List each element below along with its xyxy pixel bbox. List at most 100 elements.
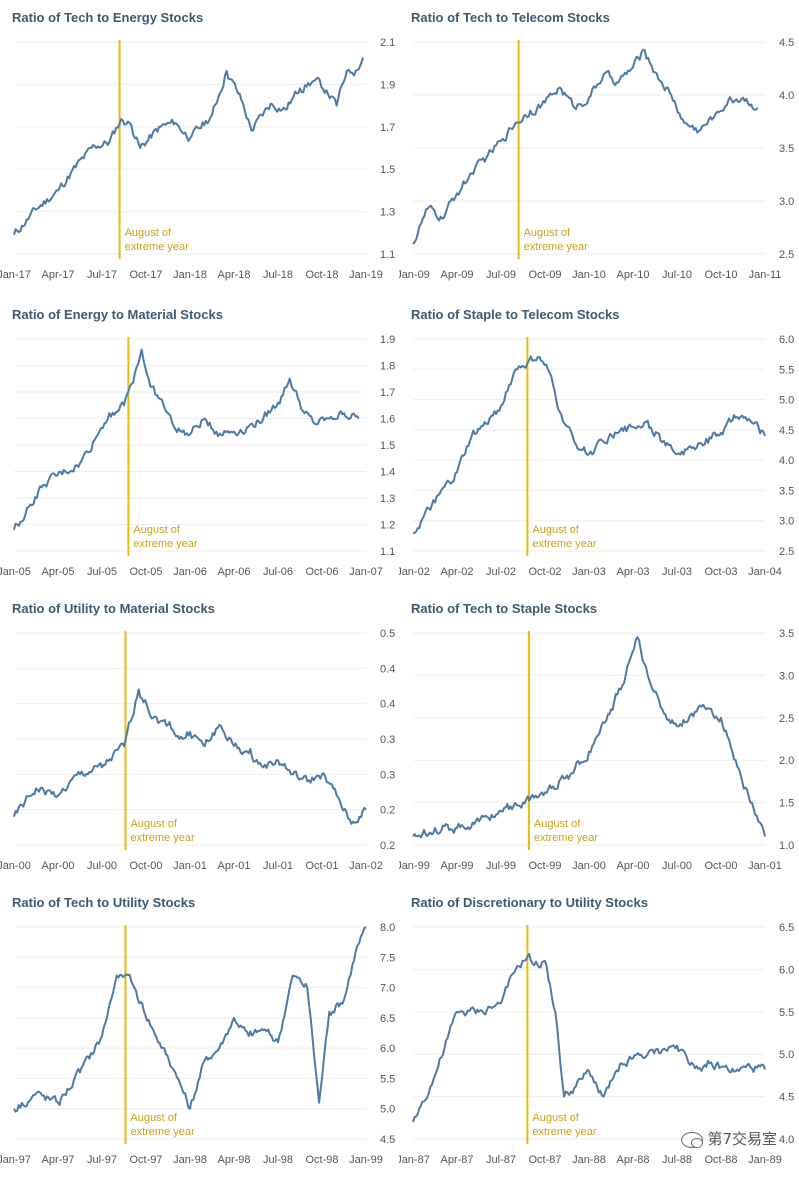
x-tick-label: Apr-18 xyxy=(217,269,250,281)
y-tick-label: 4.0 xyxy=(779,90,794,102)
series-line xyxy=(13,348,360,531)
y-tick-label: 7.5 xyxy=(380,952,395,964)
x-tick-label: Apr-87 xyxy=(440,1154,473,1166)
x-tick-label: Oct-01 xyxy=(305,860,338,872)
line-chart-staple-telecom: 2.5 3.0 3.5 4.0 4.5 5.0 5.5 6.0 Jan-02 Apr-02 Jul-… xyxy=(399,334,794,578)
y-tick-label: 4.0 xyxy=(779,455,794,467)
x-tick-label: Apr-88 xyxy=(616,1154,649,1166)
x-tick-label: Jan-06 xyxy=(173,566,207,578)
x-tick-label: Jan-10 xyxy=(572,269,606,281)
panel-energy-material: Ratio of Energy to Material Stocks 1.1 1.… xyxy=(0,297,399,591)
series-line xyxy=(412,48,759,245)
y-tick-label: 3.0 xyxy=(779,670,794,682)
y-tick-label: 1.9 xyxy=(380,334,395,346)
y-tick-label: 5.5 xyxy=(380,1073,395,1085)
x-tick-label: Apr-00 xyxy=(41,860,74,872)
chart-title: Ratio of Tech to Staple Stocks xyxy=(411,601,598,616)
x-tick-label: Oct-03 xyxy=(704,566,737,578)
y-tick-label: 2.5 xyxy=(779,546,794,558)
x-tick-label: Oct-10 xyxy=(704,269,737,281)
x-tick-label: Jan-87 xyxy=(399,1154,430,1166)
series-line xyxy=(412,355,766,534)
y-tick-label: 6.5 xyxy=(779,922,794,934)
x-tick-label: Jan-99 xyxy=(349,1154,383,1166)
y-tick-label: 2.5 xyxy=(779,713,794,725)
y-tick-label: 3.0 xyxy=(779,516,794,528)
y-tick-label: 4.0 xyxy=(779,1134,794,1146)
panel-utility-material: Ratio of Utility to Material Stocks 0.2 0… xyxy=(0,591,399,885)
x-tick-label: Jul-87 xyxy=(486,1154,516,1166)
y-tick-label: 0.3 xyxy=(380,734,395,746)
x-tick-label: Apr-99 xyxy=(440,860,473,872)
y-tick-label: 1.3 xyxy=(380,493,395,505)
y-tick-label: 5.0 xyxy=(779,1049,794,1061)
marker-label: August of xyxy=(532,524,579,536)
chart-title: Ratio of Energy to Material Stocks xyxy=(12,307,223,322)
x-tick-label: Jan-01 xyxy=(748,860,782,872)
x-tick-label: Jan-00 xyxy=(0,860,31,872)
marker-label: extreme year xyxy=(532,1126,597,1138)
x-tick-label: Jan-00 xyxy=(572,860,606,872)
x-tick-label: Jan-02 xyxy=(349,860,383,872)
marker-label: extreme year xyxy=(534,832,599,844)
x-tick-label: Jul-98 xyxy=(263,1154,293,1166)
y-tick-label: 4.5 xyxy=(779,425,794,437)
x-tick-label: Oct-00 xyxy=(704,860,737,872)
y-tick-label: 1.8 xyxy=(380,361,395,373)
chart-title: Ratio of Tech to Telecom Stocks xyxy=(411,10,610,25)
line-chart-tech-telecom: 2.5 3.0 3.5 4.0 4.5 Jan-09 Apr-09 Jul-09 Oct-09 J… xyxy=(399,37,794,281)
x-tick-label: Oct-02 xyxy=(528,566,561,578)
series-line xyxy=(412,636,766,839)
marker-label: August of xyxy=(130,1112,177,1124)
x-tick-label: Jul-99 xyxy=(486,860,516,872)
chart-title: Ratio of Staple to Telecom Stocks xyxy=(411,307,620,322)
x-tick-label: Jul-00 xyxy=(87,860,117,872)
y-tick-label: 5.5 xyxy=(779,364,794,376)
series-line xyxy=(412,953,766,1123)
x-tick-label: Jan-04 xyxy=(748,566,782,578)
panel-discretionary-utility: Ratio of Discretionary to Utility Stocks… xyxy=(399,885,798,1179)
y-tick-label: 6.0 xyxy=(779,964,794,976)
y-tick-label: 5.0 xyxy=(779,395,794,407)
y-tick-label: 3.5 xyxy=(779,143,794,155)
x-tick-label: Oct-06 xyxy=(305,566,338,578)
y-tick-label: 1.5 xyxy=(380,440,395,452)
panel-tech-utility: Ratio of Tech to Utility Stocks 4.5 5.0 5.… xyxy=(0,885,399,1179)
y-tick-label: 2.5 xyxy=(779,249,794,261)
y-tick-label: 4.5 xyxy=(380,1134,395,1146)
y-tick-label: 0.5 xyxy=(380,628,395,640)
y-tick-label: 6.0 xyxy=(380,1043,395,1055)
y-tick-label: 0.4 xyxy=(380,663,395,675)
marker-label: August of xyxy=(133,524,180,536)
x-tick-label: Jul-06 xyxy=(263,566,293,578)
x-tick-label: Jan-11 xyxy=(749,269,782,281)
marker-label: extreme year xyxy=(532,538,597,550)
wechat-icon xyxy=(681,1131,704,1148)
x-tick-label: Jan-88 xyxy=(572,1154,606,1166)
y-tick-label: 1.9 xyxy=(380,79,395,91)
panel-tech-telecom: Ratio of Tech to Telecom Stocks 2.5 3.0 3.… xyxy=(399,0,798,294)
x-tick-label: Oct-99 xyxy=(528,860,561,872)
x-tick-label: Jul-01 xyxy=(263,860,293,872)
marker-label: August of xyxy=(524,227,571,239)
x-tick-label: Oct-18 xyxy=(305,269,338,281)
y-tick-label: 1.7 xyxy=(380,122,395,134)
y-tick-label: 1.4 xyxy=(380,467,395,479)
y-tick-label: 6.5 xyxy=(380,1013,395,1025)
y-tick-label: 0.2 xyxy=(380,840,395,852)
x-tick-label: Jul-88 xyxy=(662,1154,692,1166)
x-tick-label: Jan-98 xyxy=(173,1154,207,1166)
marker-label: August of xyxy=(532,1112,579,1124)
x-tick-label: Oct-88 xyxy=(704,1154,737,1166)
y-tick-label: 1.6 xyxy=(380,414,395,426)
series-line xyxy=(13,57,365,235)
watermark-text: 第7交易室 xyxy=(707,1130,777,1148)
marker-label: extreme year xyxy=(125,241,190,253)
y-tick-label: 5.0 xyxy=(380,1104,395,1116)
x-tick-label: Jan-07 xyxy=(349,566,383,578)
panel-staple-telecom: Ratio of Staple to Telecom Stocks 2.5 3.0… xyxy=(399,297,798,591)
x-tick-label: Oct-98 xyxy=(305,1154,338,1166)
y-tick-label: 3.0 xyxy=(779,196,794,208)
line-chart-tech-staple: 1.0 1.5 2.0 2.5 3.0 3.5 Jan-99 Apr-99 Jul-99 Oct-… xyxy=(399,628,794,872)
y-tick-label: 1.3 xyxy=(380,207,395,219)
